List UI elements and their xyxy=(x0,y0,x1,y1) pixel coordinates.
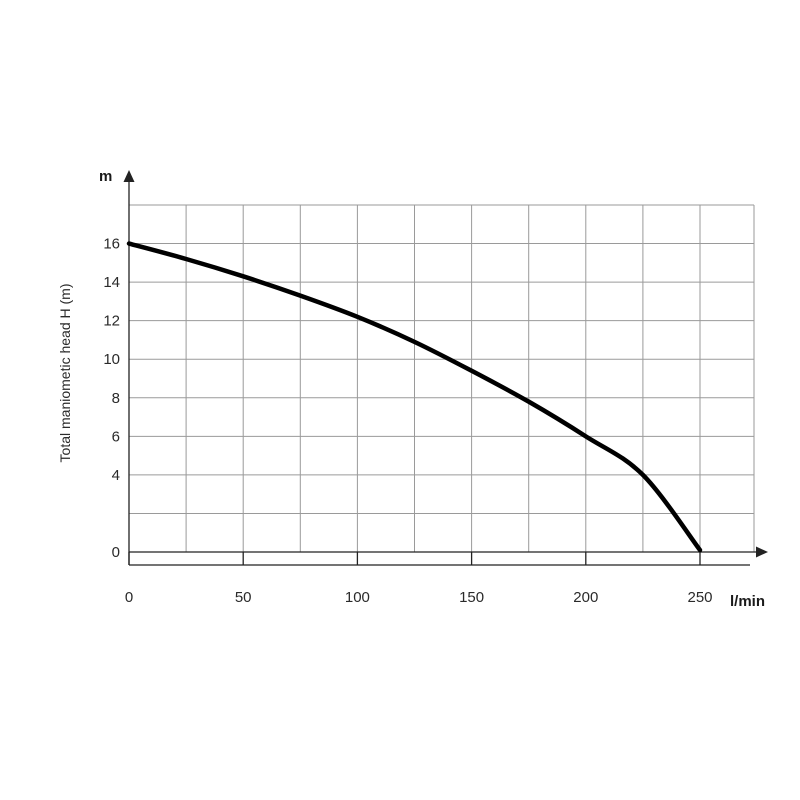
x-tick-label: 100 xyxy=(345,589,370,606)
x-tick-label: 0 xyxy=(125,589,133,606)
x-unit-label: l/min xyxy=(730,593,765,610)
y-axis-arrow-icon xyxy=(123,170,135,182)
x-tick-label: 200 xyxy=(573,589,598,606)
x-tick-label: 150 xyxy=(459,589,484,606)
x-tick-label: 50 xyxy=(235,589,252,606)
y-tick-label: 14 xyxy=(103,274,120,291)
grid xyxy=(128,204,755,552)
x-tick-label: 250 xyxy=(687,589,712,606)
y-tick-label: 12 xyxy=(103,313,120,330)
y-tick-label: 16 xyxy=(103,236,120,253)
y-unit-label: m xyxy=(99,168,112,185)
head-curve-line xyxy=(126,241,703,553)
y-tick-label: 10 xyxy=(103,351,120,368)
series-layer xyxy=(126,241,703,553)
y-tick-label: 0 xyxy=(112,544,120,561)
y-tick-label: 8 xyxy=(112,390,120,407)
axes xyxy=(123,170,768,566)
x-ticks: 0 50 100 150 200 250 xyxy=(125,552,713,606)
y-tick-label: 6 xyxy=(112,428,120,445)
y-axis-title: Total maniometic head H (m) xyxy=(57,284,73,463)
x-axis-arrow-icon xyxy=(756,546,768,558)
y-tick-label: 4 xyxy=(112,467,120,484)
y-ticks: 0 4 6 8 10 12 14 16 xyxy=(103,236,120,561)
